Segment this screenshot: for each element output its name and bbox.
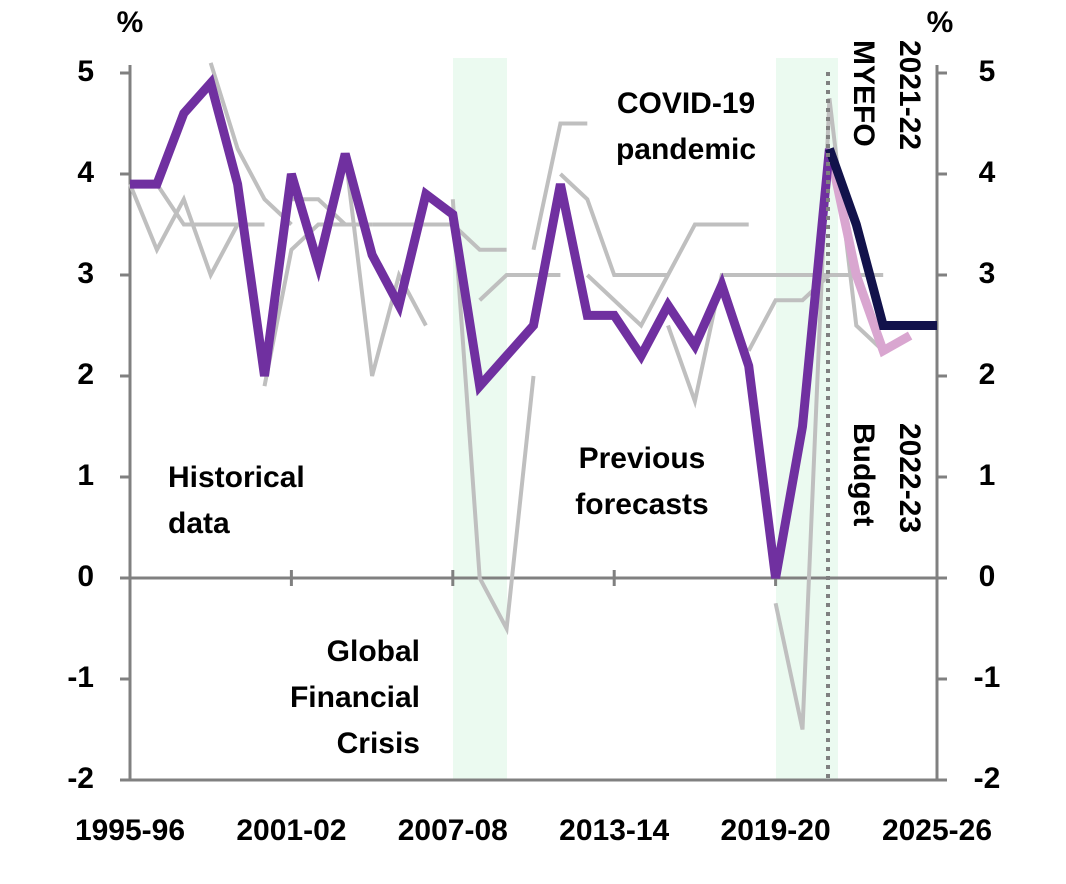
y2-tick-label: 3: [979, 257, 996, 290]
y-unit: %: [117, 6, 144, 39]
y2-tick-label: 0: [979, 560, 996, 593]
y2-tick-label: 1: [979, 459, 996, 492]
series-line: [128, 183, 240, 280]
series-line: [130, 73, 834, 579]
series-line: [666, 273, 830, 409]
annotation: MYEFO: [847, 40, 880, 147]
y-tick-label: -1: [67, 661, 94, 694]
x-tick-label: 2025-26: [882, 814, 992, 847]
series-line: [451, 223, 507, 252]
series-line: [825, 147, 937, 330]
annotation: forecasts: [575, 488, 708, 521]
annotation: Historical: [168, 461, 305, 494]
annotation: data: [168, 507, 230, 540]
annotation: Previous: [579, 442, 706, 475]
y2-unit: %: [927, 6, 954, 39]
y-tick-label: 5: [77, 55, 94, 88]
series-line: [824, 147, 913, 358]
y-tick-label: 3: [77, 257, 94, 290]
y-tick-label: 1: [77, 459, 94, 492]
gfc-shading: [453, 58, 507, 780]
y-tick-label: 4: [77, 156, 94, 189]
annotation: Budget: [847, 423, 880, 526]
series-line: [208, 62, 293, 226]
series-line: [450, 199, 536, 636]
annotation: COVID-19: [617, 87, 755, 120]
series-line: [559, 172, 668, 277]
annotation: pandemic: [616, 133, 756, 166]
annotations: COVID-19 pandemic Global Financial Crisis His…: [168, 40, 926, 760]
y-tick-label: -2: [67, 762, 94, 795]
x-tick-label: 2007-08: [398, 814, 508, 847]
annotation: Global: [327, 635, 420, 668]
annotation: 2021-22: [893, 40, 926, 150]
y2-tick-label: 5: [979, 55, 996, 88]
y2-tick-label: -1: [974, 661, 1001, 694]
y2-tick-label: 2: [979, 358, 996, 391]
series-line: [585, 222, 749, 329]
series-line: [773, 98, 885, 730]
x-tick-label: 2001-02: [236, 814, 346, 847]
annotation: 2022-23: [893, 423, 926, 533]
y-tick-label: 0: [77, 560, 94, 593]
axes: 5 4 3 2 1 0 -1 -2 5 4 3 2 1 0 -1 -2 1995-96 2001-02 2007-0…: [67, 55, 1000, 847]
annotation: Financial: [290, 681, 420, 714]
series-line: [531, 121, 588, 251]
y-tick-label: 2: [77, 358, 94, 391]
x-tick-label: 1995-96: [75, 814, 185, 847]
series-line: [343, 153, 428, 377]
y2-tick-label: -2: [974, 762, 1001, 795]
lines: [128, 62, 937, 730]
y2-tick-label: 4: [979, 156, 996, 189]
annotation: Crisis: [337, 727, 420, 760]
x-tick-label: 2013-14: [559, 814, 669, 847]
x-tick-label: 2019-20: [721, 814, 831, 847]
